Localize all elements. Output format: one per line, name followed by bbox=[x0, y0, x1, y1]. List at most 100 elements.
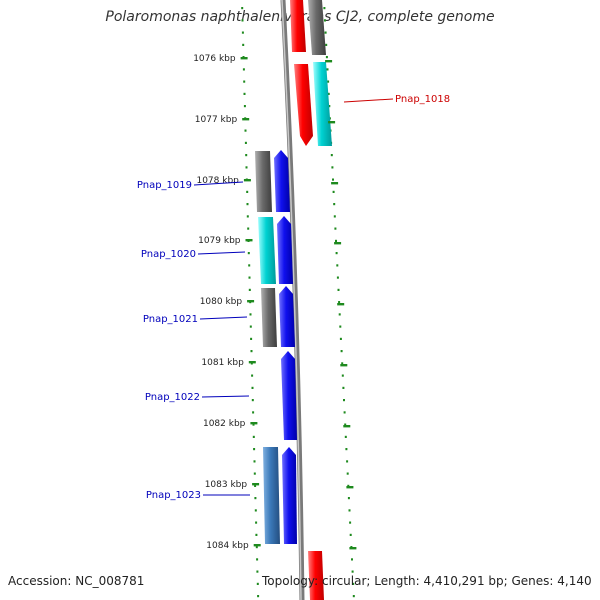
minor-tick bbox=[344, 435, 347, 438]
minor-tick bbox=[256, 558, 259, 561]
minor-tick bbox=[337, 288, 340, 291]
gene-leader-line bbox=[199, 316, 248, 320]
kbp-label: 1082 kbp bbox=[203, 419, 246, 429]
minor-tick bbox=[339, 337, 342, 340]
gene-gray-top bbox=[308, 0, 326, 55]
gene-steel-pnap-1023 bbox=[263, 447, 280, 544]
gene-blue-pnap-1021 bbox=[279, 286, 295, 347]
gene-label[interactable]: Pnap_1019 bbox=[137, 180, 192, 191]
major-tick bbox=[328, 121, 336, 124]
gene-leader-line bbox=[201, 395, 250, 398]
minor-tick bbox=[351, 570, 354, 573]
minor-tick bbox=[347, 484, 350, 487]
major-tick bbox=[252, 483, 260, 486]
minor-tick bbox=[344, 423, 347, 426]
kbp-label: 1076 kbp bbox=[193, 54, 236, 64]
minor-tick bbox=[251, 374, 254, 377]
minor-tick bbox=[248, 288, 251, 291]
minor-tick bbox=[241, 19, 244, 22]
gene-features bbox=[255, 0, 332, 600]
gene-red-bottom bbox=[308, 551, 324, 600]
gene-label[interactable]: Pnap_1020 bbox=[141, 249, 196, 260]
gene-blue-pnap-1022 bbox=[281, 351, 297, 440]
minor-tick bbox=[333, 215, 336, 218]
minor-tick bbox=[349, 533, 352, 536]
gene-blue-pnap-1019 bbox=[274, 150, 290, 212]
minor-tick bbox=[254, 497, 257, 500]
minor-tick bbox=[246, 203, 249, 206]
gene-leader-line bbox=[193, 181, 244, 186]
minor-tick bbox=[340, 350, 343, 353]
minor-tick bbox=[352, 582, 355, 585]
kbp-label: 1083 kbp bbox=[205, 480, 248, 490]
minor-tick bbox=[352, 595, 355, 598]
minor-tick bbox=[255, 533, 258, 536]
minor-tick bbox=[338, 301, 341, 304]
kbp-label: 1078 kbp bbox=[196, 176, 239, 186]
kbp-label: 1079 kbp bbox=[198, 236, 241, 246]
minor-tick bbox=[336, 264, 339, 267]
major-tick bbox=[334, 242, 342, 245]
minor-tick bbox=[342, 386, 345, 389]
kbp-label: 1084 kbp bbox=[206, 541, 249, 551]
major-tick bbox=[346, 486, 354, 489]
minor-tick bbox=[253, 448, 256, 451]
topology-text: Topology: circular; Length: 4,410,291 bp… bbox=[262, 574, 592, 588]
gene-blue-pnap-1023 bbox=[282, 447, 297, 544]
gene-leader-line bbox=[343, 98, 394, 103]
minor-tick bbox=[331, 166, 334, 169]
gene-leader-line bbox=[197, 251, 246, 255]
minor-tick bbox=[242, 43, 245, 46]
major-tick bbox=[349, 547, 357, 550]
major-tick bbox=[240, 57, 248, 60]
minor-tick bbox=[243, 80, 246, 83]
minor-tick bbox=[346, 460, 349, 463]
minor-tick bbox=[256, 582, 259, 585]
minor-tick bbox=[347, 497, 350, 500]
gene-red-pnap-1018 bbox=[294, 64, 313, 146]
major-tick bbox=[343, 425, 351, 428]
minor-tick bbox=[255, 521, 258, 524]
major-tick bbox=[340, 364, 348, 367]
minor-tick bbox=[334, 227, 337, 230]
gene-red-top bbox=[290, 0, 306, 52]
kbp-label: 1080 kbp bbox=[200, 297, 243, 307]
outer-tick-column bbox=[323, 7, 355, 598]
gene-labels: Pnap_1018 Pnap_1019 Pnap_1020 Pnap_1021 Pnap… bbox=[137, 94, 450, 501]
major-tick bbox=[245, 239, 253, 242]
minor-tick bbox=[341, 374, 344, 377]
minor-tick bbox=[245, 154, 248, 157]
minor-tick bbox=[253, 472, 256, 475]
minor-tick bbox=[254, 509, 257, 512]
minor-tick bbox=[335, 239, 337, 242]
minor-tick bbox=[348, 509, 351, 512]
minor-tick bbox=[255, 546, 258, 549]
minor-tick bbox=[332, 178, 334, 181]
major-tick bbox=[337, 303, 345, 306]
gene-label[interactable]: Pnap_1023 bbox=[146, 490, 201, 501]
minor-tick bbox=[327, 80, 330, 83]
minor-tick bbox=[247, 227, 250, 230]
minor-tick bbox=[257, 595, 260, 598]
gene-label[interactable]: Pnap_1022 bbox=[145, 392, 200, 403]
minor-tick bbox=[327, 92, 330, 95]
minor-tick bbox=[325, 43, 328, 46]
minor-tick bbox=[330, 154, 333, 157]
major-tick bbox=[243, 179, 251, 182]
kbp-labels: 1076 kbp 1077 kbp 1078 kbp 1079 kbp 1080 kbp… bbox=[193, 54, 357, 551]
minor-tick bbox=[339, 325, 342, 328]
minor-tick bbox=[241, 31, 244, 34]
minor-tick bbox=[248, 264, 251, 267]
gene-label[interactable]: Pnap_1018 bbox=[395, 94, 450, 105]
gene-label[interactable]: Pnap_1021 bbox=[143, 314, 198, 325]
minor-tick bbox=[253, 460, 256, 463]
minor-tick bbox=[346, 472, 349, 475]
minor-tick bbox=[250, 337, 253, 340]
minor-tick bbox=[332, 190, 335, 193]
minor-tick bbox=[249, 325, 252, 328]
minor-tick bbox=[341, 362, 344, 365]
minor-tick bbox=[242, 68, 245, 71]
minor-tick bbox=[335, 252, 338, 255]
minor-tick bbox=[249, 313, 252, 316]
